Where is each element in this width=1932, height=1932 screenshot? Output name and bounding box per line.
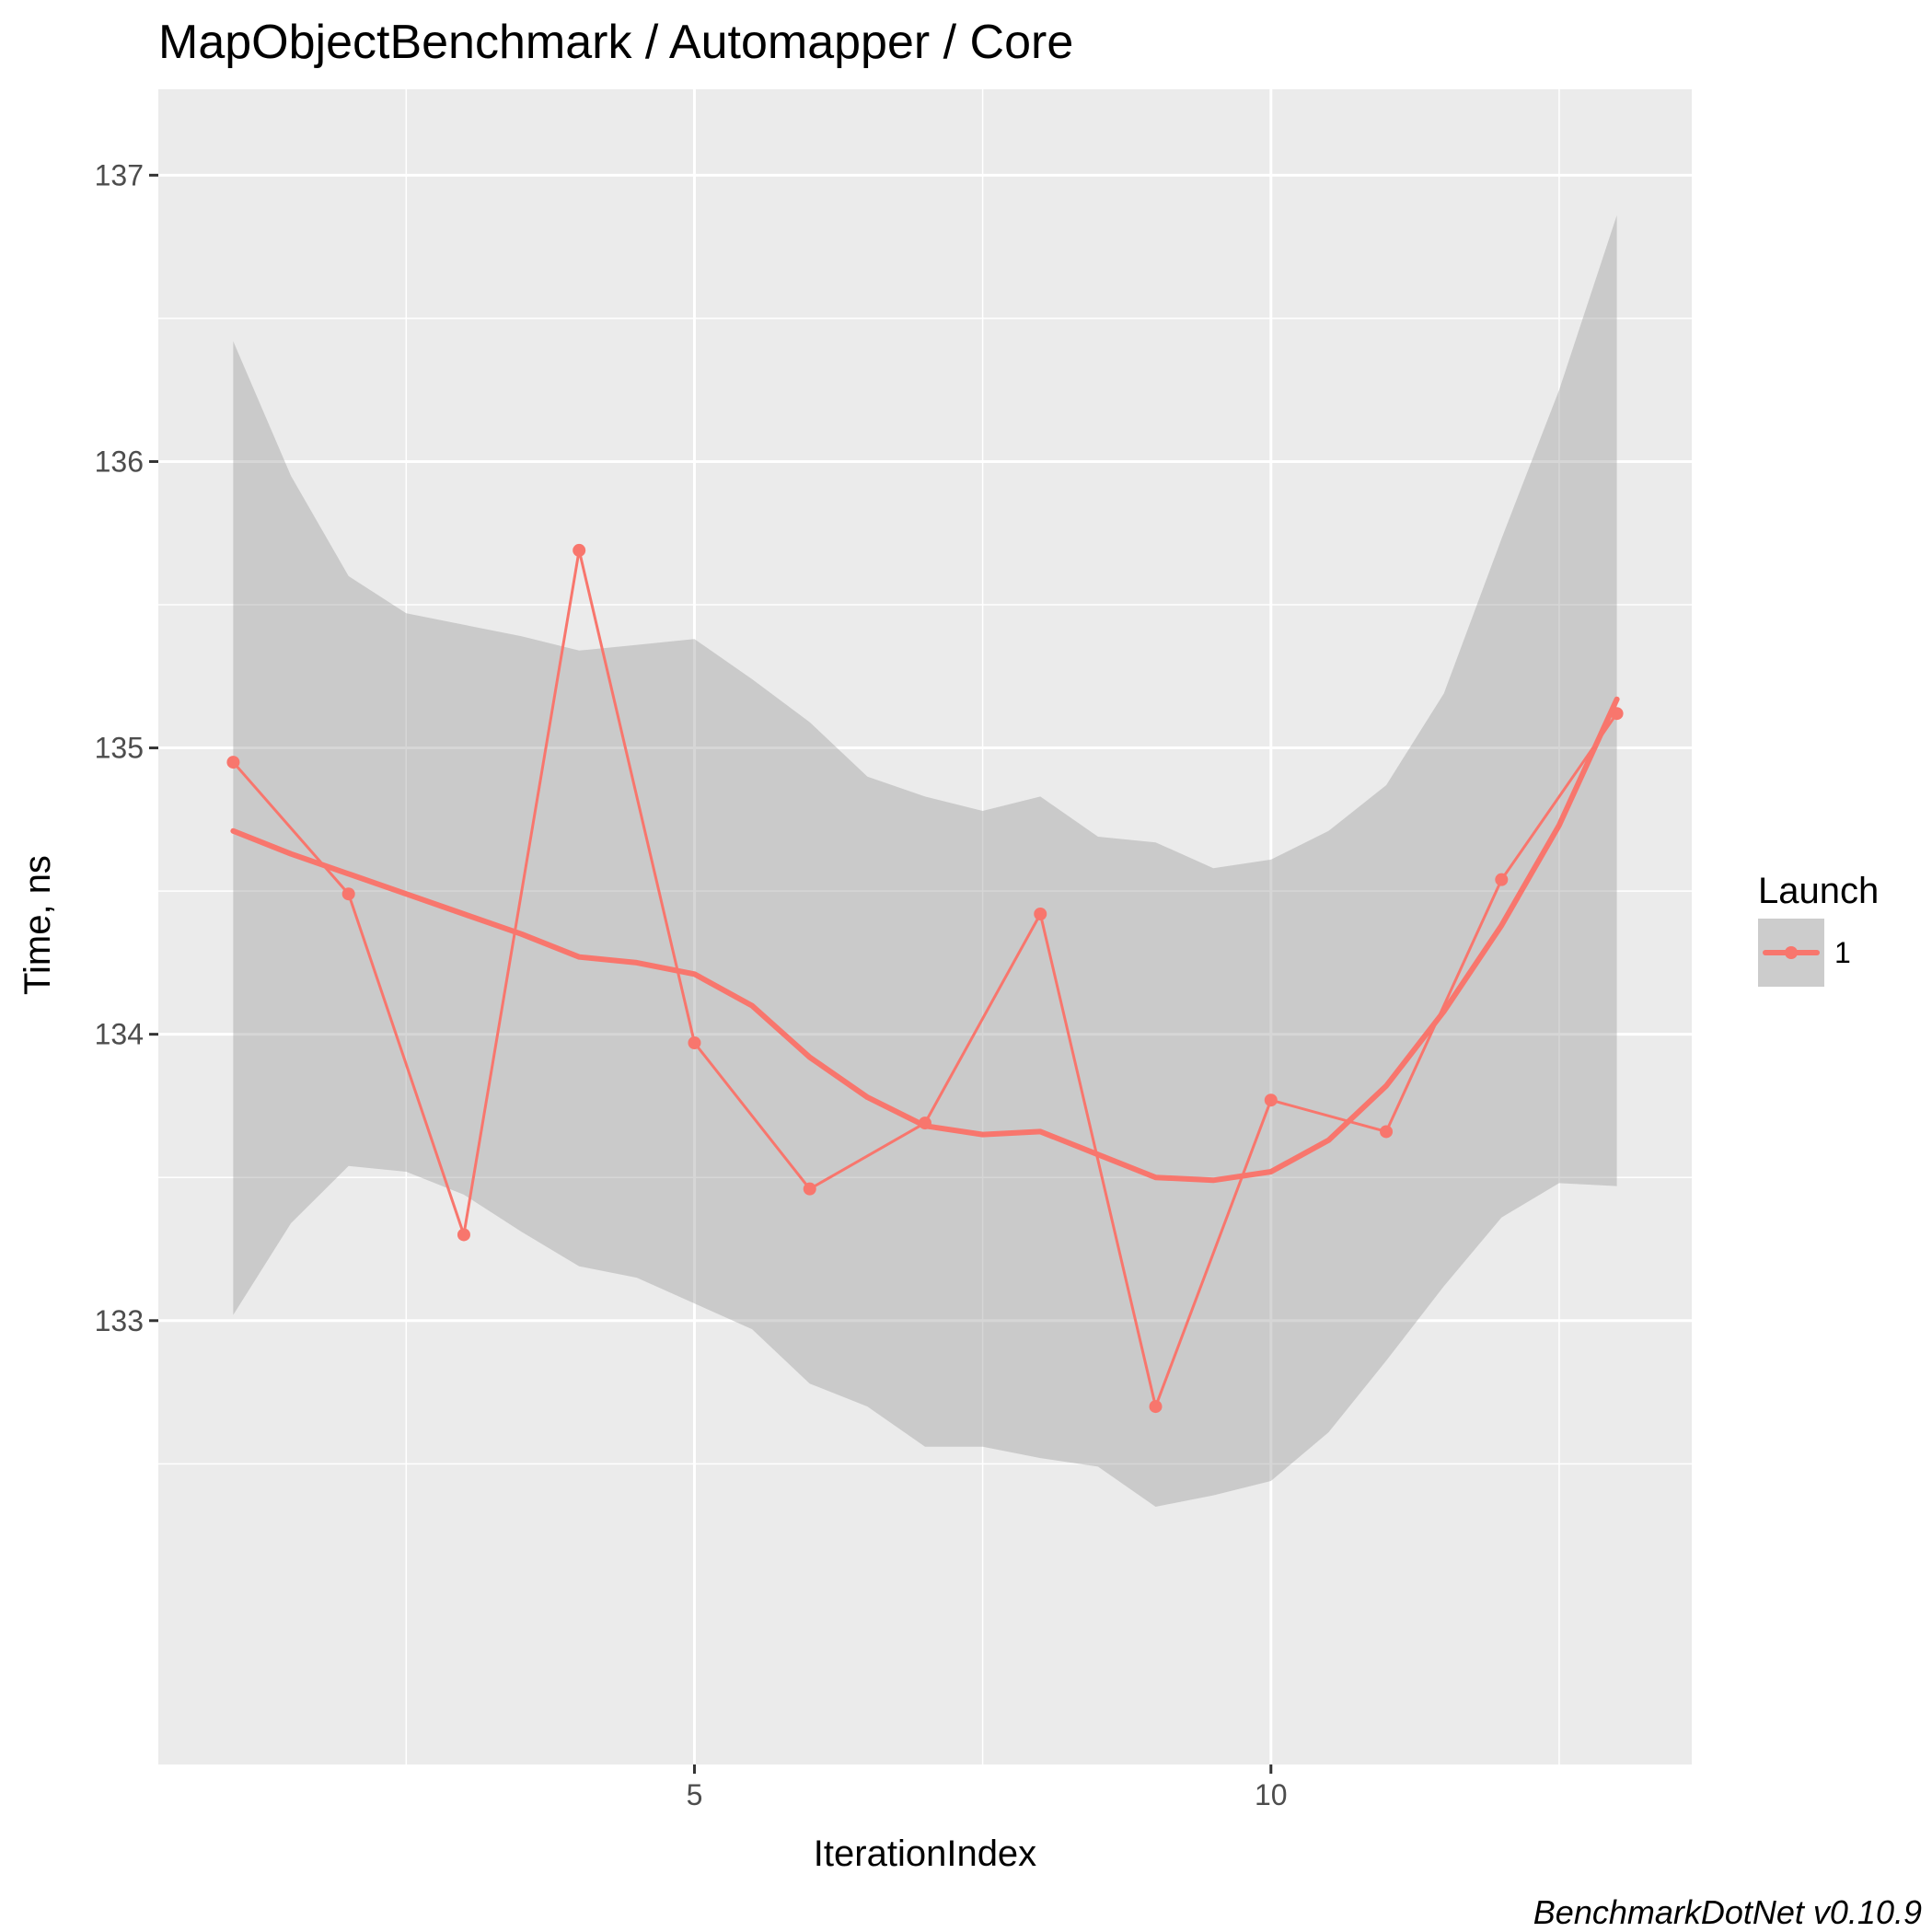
- legend-key-point: [1785, 946, 1798, 959]
- data-point: [457, 1228, 470, 1242]
- data-point: [1149, 1400, 1163, 1414]
- x-axis: 5 10: [687, 1764, 1288, 1811]
- y-tick-label: 137: [95, 158, 144, 191]
- y-tick-label: 134: [95, 1018, 144, 1051]
- major-grid: [158, 89, 1692, 1764]
- plot-panel: [158, 89, 1692, 1764]
- caption: BenchmarkDotNet v0.10.9: [1533, 1893, 1922, 1931]
- legend-title: Launch: [1758, 871, 1879, 911]
- x-axis-title: IterationIndex: [814, 1834, 1036, 1874]
- smooth-trend-line: [230, 696, 1620, 1184]
- data-point: [803, 1182, 816, 1196]
- data-point: [226, 756, 240, 769]
- data-point: [1264, 1093, 1278, 1107]
- y-axis: 133 134 135 136 137: [95, 158, 158, 1337]
- x-tick-label: 10: [1255, 1778, 1288, 1811]
- y-tick-label: 136: [95, 445, 144, 478]
- y-tick-label: 133: [95, 1304, 144, 1337]
- data-point: [1380, 1125, 1394, 1139]
- data-point: [1034, 908, 1047, 920]
- legend: Launch 1: [1758, 871, 1879, 987]
- y-axis-title: Time, ns: [17, 855, 58, 995]
- data-point: [688, 1036, 701, 1049]
- data-point: [1495, 873, 1509, 886]
- x-tick-label: 5: [687, 1778, 703, 1811]
- chart-title: MapObjectBenchmark / Automapper / Core: [158, 16, 1073, 69]
- confidence-ribbon: [233, 214, 1617, 1507]
- y-tick-label: 135: [95, 732, 144, 765]
- legend-label: 1: [1834, 936, 1851, 969]
- minor-grid: [158, 89, 1692, 1764]
- data-point: [573, 543, 586, 557]
- data-point: [341, 887, 355, 901]
